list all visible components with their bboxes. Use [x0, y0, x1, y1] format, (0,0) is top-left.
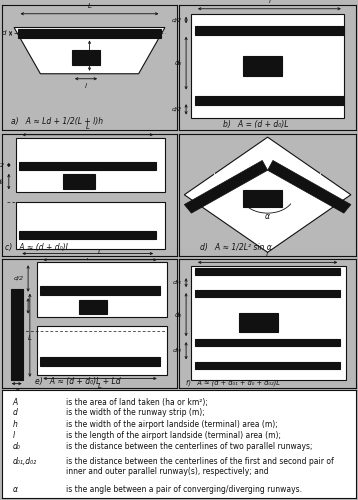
Text: α: α	[265, 212, 270, 221]
Text: b)   A = (d + d₀)L: b) A = (d + d₀)L	[223, 120, 289, 128]
Bar	[195, 26, 344, 35]
Text: d₀: d₀	[16, 303, 24, 309]
Bar	[195, 96, 344, 105]
Text: h: h	[13, 420, 17, 429]
Bar	[195, 339, 340, 346]
Bar	[63, 174, 95, 188]
Bar	[19, 231, 156, 239]
Text: d/2: d/2	[171, 18, 182, 22]
Bar	[18, 30, 161, 38]
Text: is the length of the airport landside (terminal) area (m);: is the length of the airport landside (t…	[66, 431, 281, 440]
Text: d: d	[13, 408, 17, 418]
Text: d)   A ≈ 1/2L² sin α: d) A ≈ 1/2L² sin α	[200, 244, 272, 252]
Text: d₀₁,d₀₂: d₀₁,d₀₂	[13, 456, 37, 466]
Text: l: l	[85, 83, 87, 89]
Bar	[192, 266, 345, 380]
Text: L: L	[319, 173, 323, 182]
Text: L: L	[98, 250, 102, 256]
Bar	[37, 326, 167, 374]
Text: d/2: d/2	[171, 107, 182, 112]
Text: d₀: d₀	[174, 60, 182, 66]
Text: l: l	[268, 0, 270, 4]
Text: e)   A ≈ (d + d₀)L + Ld: e) A ≈ (d + d₀)L + Ld	[35, 377, 121, 386]
Text: A: A	[13, 398, 18, 406]
Bar	[19, 162, 156, 170]
Text: is the distance between the centerlines of the first and second pair of
inner an: is the distance between the centerlines …	[66, 456, 333, 476]
Polygon shape	[268, 160, 351, 213]
Bar	[40, 286, 160, 294]
Text: d₀: d₀	[13, 442, 20, 450]
Bar	[16, 202, 165, 248]
Bar	[195, 268, 340, 276]
Text: is the distance between the centerlines of two parallel runways;: is the distance between the centerlines …	[66, 442, 312, 450]
Bar	[192, 14, 344, 118]
Text: d₀: d₀	[174, 312, 182, 318]
Text: a)   A ≈ Ld + 1/2(L + l)h: a) A ≈ Ld + 1/2(L + l)h	[11, 117, 103, 126]
Bar	[11, 290, 23, 380]
Text: d: d	[14, 388, 19, 394]
Text: is the width of the runway strip (m);: is the width of the runway strip (m);	[66, 408, 204, 418]
Text: L: L	[86, 124, 90, 130]
Text: d₀: d₀	[0, 178, 4, 184]
Text: c)   A ≈ (d + d₀)L: c) A ≈ (d + d₀)L	[5, 244, 70, 252]
Text: L: L	[28, 336, 32, 342]
Bar	[243, 190, 282, 207]
Text: is the angle between a pair of converging/diverging runways.: is the angle between a pair of convergin…	[66, 484, 301, 494]
Polygon shape	[184, 137, 351, 252]
Bar	[40, 357, 160, 366]
Text: d/2: d/2	[0, 162, 4, 168]
Text: l: l	[13, 431, 15, 440]
Text: d₀₁: d₀₁	[173, 280, 182, 285]
Polygon shape	[14, 28, 165, 74]
Text: L: L	[88, 4, 91, 10]
Text: d: d	[2, 30, 6, 36]
Polygon shape	[184, 160, 268, 213]
Bar	[16, 138, 165, 192]
Text: is the area of land taken (ha or km²);: is the area of land taken (ha or km²);	[66, 398, 207, 406]
Bar	[195, 362, 340, 370]
Text: h: h	[81, 52, 85, 59]
Bar	[195, 290, 340, 297]
Text: L: L	[266, 252, 270, 258]
Text: α: α	[13, 484, 18, 494]
Bar	[79, 300, 107, 314]
Text: d/2: d/2	[14, 276, 24, 281]
Text: L: L	[86, 258, 90, 264]
Text: L: L	[212, 173, 217, 182]
Bar	[243, 56, 282, 76]
Bar	[37, 262, 167, 316]
Text: L: L	[98, 383, 102, 389]
Text: d₀₂: d₀₂	[173, 348, 182, 353]
Text: is the width of the airport landside (terminal) area (m);: is the width of the airport landside (te…	[66, 420, 277, 429]
Bar	[239, 312, 278, 332]
Text: f)   A ≈ (d + d₀₁ + d₀ + d₀₂)L: f) A ≈ (d + d₀₁ + d₀ + d₀₂)L	[186, 380, 280, 386]
Bar	[72, 50, 100, 65]
